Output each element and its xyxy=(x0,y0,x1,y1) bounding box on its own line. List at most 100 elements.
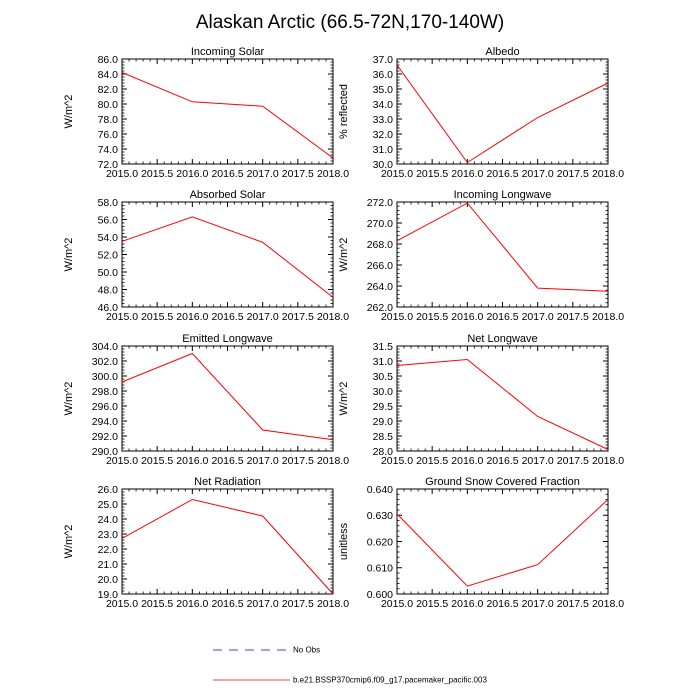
net-radiation-y-tick-label: 22.0 xyxy=(98,544,119,556)
albedo-x-tick-label: 2015.5 xyxy=(416,168,448,180)
albedo-x-tick-label: 2015.0 xyxy=(381,168,413,180)
panel-albedo: Albedo % reflected 2015.0 2015.5 2016.0 2016.… xyxy=(338,46,624,180)
legend-label-model: b.e21.BSSP370cmip6.f09_g17.pacemaker_pac… xyxy=(293,676,487,685)
absorbed-solar-x-tick-label: 2015.5 xyxy=(141,311,173,323)
net-radiation-y-tick-label: 20.0 xyxy=(98,574,119,586)
ground-snow-covered-fraction-x-tick-label: 2015.5 xyxy=(416,598,448,610)
incoming-solar-x-tick-label: 2017.0 xyxy=(247,168,279,180)
emitted-longwave-x-tick-label: 2016.5 xyxy=(211,455,243,467)
net-longwave-y-tick-label: 29.5 xyxy=(373,401,394,413)
incoming-solar-y-tick-label: 84.0 xyxy=(98,69,119,81)
incoming-solar-y-tick-label: 82.0 xyxy=(98,84,119,96)
absorbed-solar-title: Absorbed Solar xyxy=(190,189,266,201)
page-title: Alaskan Arctic (66.5-72N,170-140W) xyxy=(196,12,504,33)
net-radiation-x-tick-label: 2017.5 xyxy=(282,598,314,610)
absorbed-solar-y-tick-label: 54.0 xyxy=(98,232,119,244)
ground-snow-covered-fraction-y-tick-label: 0.630 xyxy=(367,510,393,522)
ground-snow-covered-fraction-y-axis-label: unitless xyxy=(338,522,350,560)
absorbed-solar-y-tick-label: 56.0 xyxy=(98,214,119,226)
emitted-longwave-x-tick-label: 2015.0 xyxy=(106,455,138,467)
emitted-longwave-y-tick-label: 292.0 xyxy=(92,431,118,443)
albedo-plot-frame xyxy=(396,58,609,165)
net-longwave-y-tick-label: 31.5 xyxy=(373,341,394,353)
net-radiation-title: Net Radiation xyxy=(194,476,261,488)
absorbed-solar-y-tick-label: 48.0 xyxy=(98,284,119,296)
albedo-y-tick-label: 31.0 xyxy=(373,144,394,156)
net-radiation-x-tick-label: 2016.5 xyxy=(211,598,243,610)
albedo-x-tick-label: 2016.5 xyxy=(486,168,518,180)
incoming-solar-y-tick-label: 72.0 xyxy=(98,159,119,171)
legend: No Obs b.e21.BSSP370cmip6.f09_g17.pacema… xyxy=(213,646,487,685)
incoming-longwave-y-tick-label: 266.0 xyxy=(367,260,393,272)
ground-snow-covered-fraction-x-tick-label: 2016.0 xyxy=(451,598,483,610)
incoming-solar-y-tick-label: 76.0 xyxy=(98,129,119,141)
incoming-solar-x-tick-label: 2015.0 xyxy=(106,168,138,180)
absorbed-solar-x-tick-label: 2016.0 xyxy=(176,311,208,323)
panel-net-longwave: Net Longwave W/m^2 2015.0 2015.5 2016.0 2016.… xyxy=(338,333,624,467)
incoming-longwave-y-tick-label: 272.0 xyxy=(367,197,393,209)
net-longwave-x-tick-label: 2018.0 xyxy=(592,455,624,467)
incoming-solar-title: Incoming Solar xyxy=(191,46,265,58)
emitted-longwave-y-tick-label: 296.0 xyxy=(92,401,118,413)
net-radiation-y-tick-label: 24.0 xyxy=(98,514,119,526)
net-radiation-x-tick-label: 2017.0 xyxy=(247,598,279,610)
net-longwave-y-axis-label: W/m^2 xyxy=(338,382,350,416)
incoming-solar-y-tick-label: 78.0 xyxy=(98,114,119,126)
emitted-longwave-x-tick-label: 2017.0 xyxy=(247,455,279,467)
emitted-longwave-x-tick-label: 2017.5 xyxy=(282,455,314,467)
absorbed-solar-series-line xyxy=(121,216,334,298)
incoming-longwave-series-line xyxy=(396,202,609,292)
legend-label-no-obs: No Obs xyxy=(293,646,320,655)
panel-ground-snow-covered-fraction: Ground Snow Covered Fraction unitless 2015… xyxy=(338,476,624,610)
incoming-solar-y-tick-label: 74.0 xyxy=(98,144,119,156)
incoming-longwave-y-tick-label: 262.0 xyxy=(367,302,393,314)
albedo-x-tick-label: 2017.5 xyxy=(557,168,589,180)
ground-snow-covered-fraction-y-tick-label: 0.610 xyxy=(367,563,393,575)
emitted-longwave-x-tick-label: 2015.5 xyxy=(141,455,173,467)
albedo-y-tick-label: 36.0 xyxy=(373,69,394,81)
net-longwave-y-tick-label: 28.0 xyxy=(373,446,394,458)
panel-net-radiation: Net Radiation W/m^2 2015.0 2015.5 2016.0 2016… xyxy=(63,476,349,610)
incoming-solar-x-tick-label: 2016.0 xyxy=(176,168,208,180)
albedo-y-tick-label: 33.0 xyxy=(373,114,394,126)
emitted-longwave-y-tick-label: 300.0 xyxy=(92,371,118,383)
emitted-longwave-y-tick-label: 294.0 xyxy=(92,416,118,428)
incoming-solar-x-tick-label: 2015.5 xyxy=(141,168,173,180)
absorbed-solar-y-tick-label: 58.0 xyxy=(98,197,119,209)
net-longwave-series-line xyxy=(396,358,609,450)
net-longwave-y-tick-label: 29.0 xyxy=(373,416,394,428)
incoming-solar-x-tick-label: 2016.5 xyxy=(211,168,243,180)
net-longwave-y-tick-label: 28.5 xyxy=(373,431,394,443)
albedo-x-tick-label: 2018.0 xyxy=(592,168,624,180)
emitted-longwave-title: Emitted Longwave xyxy=(182,333,273,345)
incoming-solar-y-axis-label: W/m^2 xyxy=(63,95,75,129)
absorbed-solar-y-axis-label: W/m^2 xyxy=(63,238,75,272)
incoming-longwave-x-tick-label: 2017.5 xyxy=(557,311,589,323)
absorbed-solar-y-tick-label: 50.0 xyxy=(98,267,119,279)
net-radiation-y-tick-label: 21.0 xyxy=(98,559,119,571)
incoming-solar-y-tick-label: 86.0 xyxy=(98,54,119,66)
ground-snow-covered-fraction-x-tick-label: 2015.0 xyxy=(381,598,413,610)
incoming-longwave-x-tick-label: 2016.0 xyxy=(451,311,483,323)
net-radiation-y-tick-label: 26.0 xyxy=(98,484,119,496)
net-radiation-x-tick-label: 2016.0 xyxy=(176,598,208,610)
ground-snow-covered-fraction-y-tick-label: 0.640 xyxy=(367,484,393,496)
net-longwave-x-tick-label: 2017.0 xyxy=(522,455,554,467)
ground-snow-covered-fraction-y-tick-label: 0.600 xyxy=(367,589,393,601)
incoming-longwave-x-tick-label: 2017.0 xyxy=(522,311,554,323)
net-longwave-plot-frame xyxy=(396,345,609,452)
incoming-longwave-x-tick-label: 2015.5 xyxy=(416,311,448,323)
net-longwave-x-tick-label: 2015.5 xyxy=(416,455,448,467)
emitted-longwave-y-axis-label: W/m^2 xyxy=(63,382,75,416)
ground-snow-covered-fraction-x-tick-label: 2018.0 xyxy=(592,598,624,610)
albedo-y-tick-label: 37.0 xyxy=(373,54,394,66)
albedo-y-tick-label: 32.0 xyxy=(373,129,394,141)
panel-incoming-longwave: Incoming Longwave W/m^2 2015.0 2015.5 2016.0… xyxy=(338,189,624,323)
incoming-solar-x-tick-label: 2017.5 xyxy=(282,168,314,180)
emitted-longwave-x-tick-label: 2018.0 xyxy=(317,455,349,467)
net-radiation-x-tick-label: 2015.5 xyxy=(141,598,173,610)
albedo-x-tick-label: 2016.0 xyxy=(451,168,483,180)
